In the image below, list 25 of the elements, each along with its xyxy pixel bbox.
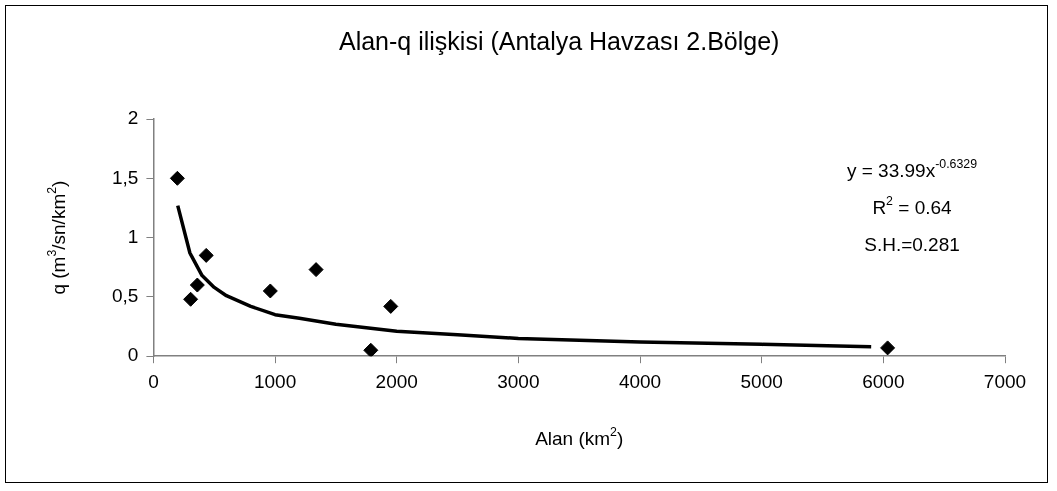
- x-tick-label: 6000: [862, 370, 905, 392]
- x-tick-label: 4000: [618, 370, 662, 392]
- point: [183, 291, 199, 307]
- y-axis-title: q (m3/sn/km2): [44, 180, 70, 295]
- point: [198, 247, 214, 263]
- point: [189, 277, 205, 293]
- chart-title: Alan-q ilişkisi (Antalya Havzası 2.Bölge): [338, 26, 780, 55]
- x-tick-label: 3000: [497, 370, 540, 392]
- x-tick-label: 2000: [375, 370, 418, 392]
- point: [262, 283, 278, 299]
- y-tick-label: 0: [127, 344, 139, 366]
- y-tick-label: 1: [127, 225, 139, 247]
- point: [383, 298, 399, 314]
- y-tick-label: 0,5: [111, 285, 139, 307]
- x-tick-label: 1000: [253, 370, 297, 392]
- point: [169, 170, 185, 186]
- y-tick-label: 1,5: [111, 166, 139, 188]
- annotation: S.H.=0.281: [864, 234, 960, 256]
- y-tick-label: 2: [127, 107, 139, 129]
- x-tick-label: 7000: [983, 370, 1027, 392]
- point: [880, 340, 896, 356]
- point: [363, 342, 379, 357]
- x-tick-label: 0: [148, 370, 159, 392]
- x-tick-label: 5000: [740, 370, 783, 392]
- point: [308, 262, 324, 278]
